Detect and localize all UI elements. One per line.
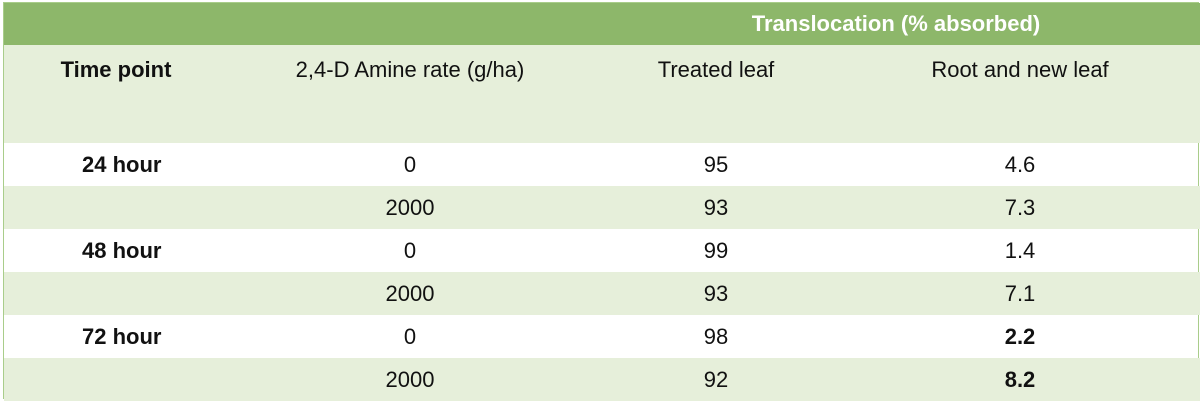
- table-row: 72 hour 0 98 2.2: [4, 315, 1200, 358]
- group-header-row: Translocation (% absorbed): [4, 3, 1200, 45]
- group-header-title: Translocation (% absorbed): [592, 3, 1200, 45]
- cell-treated-leaf: 92: [592, 358, 840, 401]
- data-table: Translocation (% absorbed) Time point 2,…: [4, 3, 1200, 401]
- cell-time-point: [4, 358, 228, 401]
- cell-treated-leaf: 98: [703, 323, 729, 349]
- cell-time-point: [4, 272, 228, 315]
- cell-root-new-leaf: 7.1: [840, 272, 1200, 315]
- col-header-treated-leaf: Treated leaf: [592, 45, 840, 143]
- cell-rate: 2000: [228, 358, 592, 401]
- cell-time-point: 48 hour: [82, 237, 162, 263]
- col-header-time-point: Time point: [4, 45, 228, 143]
- cell-rate: 0: [403, 237, 417, 263]
- cell-rate: 0: [403, 151, 417, 177]
- cell-time-point: 24 hour: [82, 151, 162, 177]
- table-row: 48 hour 0 99 1.4: [4, 229, 1200, 272]
- table-row: 2000 93 7.3: [4, 186, 1200, 229]
- column-header-row: Time point 2,4-D Amine rate (g/ha) Treat…: [4, 45, 1200, 143]
- cell-treated-leaf: 95: [703, 151, 729, 177]
- table-row: 24 hour 0 95 4.6: [4, 143, 1200, 186]
- table-row: 2000 92 8.2: [4, 358, 1200, 401]
- cell-time-point: [4, 186, 228, 229]
- cell-root-new-leaf: 8.2: [840, 358, 1200, 401]
- cell-root-new-leaf: 7.3: [840, 186, 1200, 229]
- cell-treated-leaf: 93: [592, 186, 840, 229]
- cell-rate: 2000: [228, 272, 592, 315]
- cell-treated-leaf: 93: [592, 272, 840, 315]
- cell-rate: 2000: [228, 186, 592, 229]
- translocation-table: Translocation (% absorbed) Time point 2,…: [3, 2, 1200, 401]
- cell-root-new-leaf: 1.4: [1004, 237, 1036, 263]
- table-row: 2000 93 7.1: [4, 272, 1200, 315]
- cell-root-new-leaf: 4.6: [1004, 151, 1036, 177]
- cell-treated-leaf: 99: [703, 237, 729, 263]
- cell-root-new-leaf: 2.2: [1004, 323, 1036, 349]
- cell-rate: 0: [403, 323, 417, 349]
- col-header-root-new-leaf: Root and new leaf: [840, 45, 1200, 143]
- col-header-rate: 2,4-D Amine rate (g/ha): [228, 45, 592, 143]
- cell-time-point: 72 hour: [82, 323, 162, 349]
